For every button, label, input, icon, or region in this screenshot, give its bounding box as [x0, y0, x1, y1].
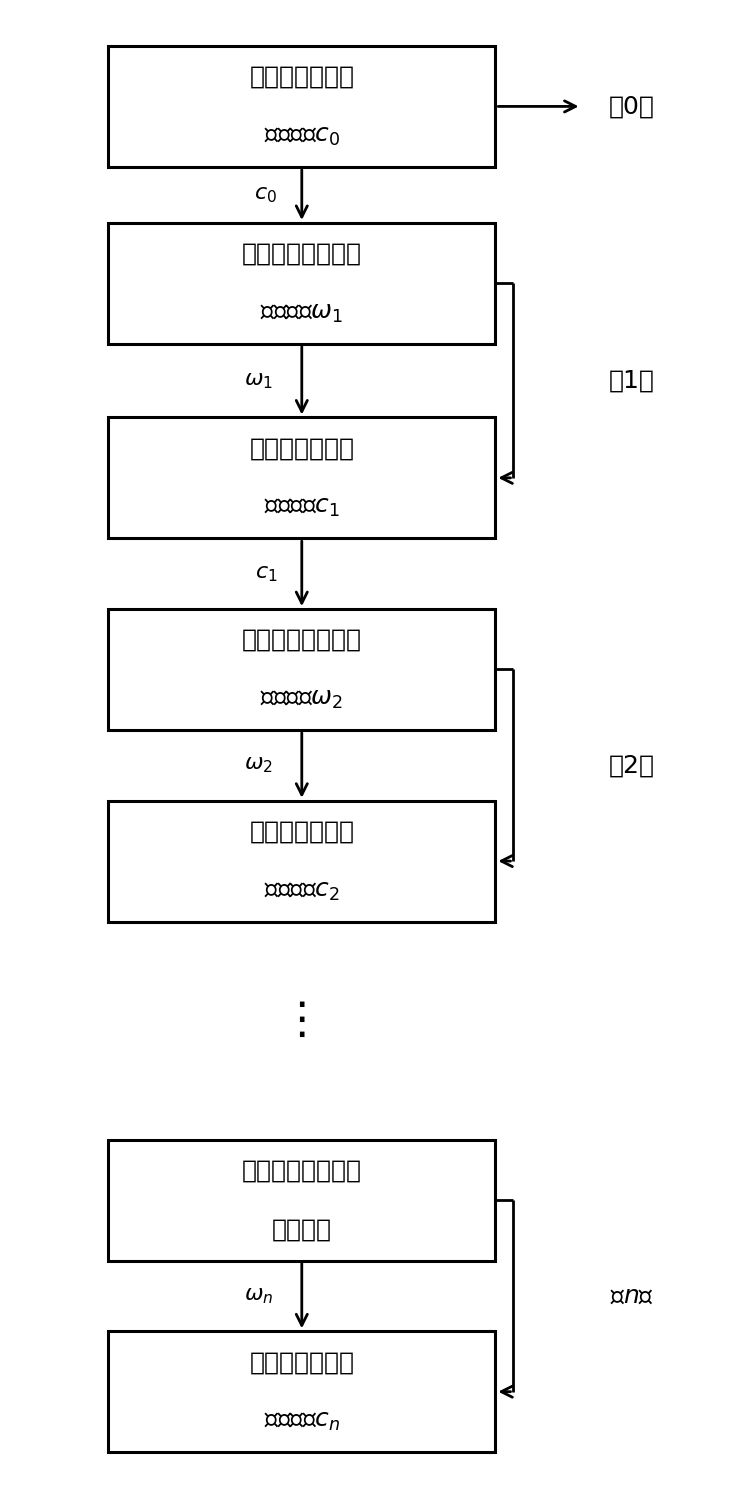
Text: 电动汽车用户负荷: 电动汽车用户负荷 [242, 629, 362, 651]
Text: 电动汽车用户负荷: 电动汽车用户负荷 [242, 242, 362, 266]
Text: 价格策略$c_0$: 价格策略$c_0$ [264, 123, 340, 147]
FancyBboxPatch shape [108, 800, 495, 922]
FancyBboxPatch shape [108, 1331, 495, 1453]
Text: 电动汽车充电站: 电动汽车充电站 [249, 820, 354, 844]
Text: $c_0$: $c_0$ [255, 185, 277, 205]
Text: $\omega_1$: $\omega_1$ [244, 370, 273, 391]
Text: 响应策略: 响应策略 [272, 1218, 332, 1241]
Text: ⋮: ⋮ [279, 999, 324, 1042]
FancyBboxPatch shape [108, 47, 495, 167]
Text: $\omega_n$: $\omega_n$ [244, 1286, 273, 1305]
Text: 第0轮: 第0轮 [609, 95, 654, 119]
Text: 价格策略$c_1$: 价格策略$c_1$ [264, 495, 340, 519]
FancyBboxPatch shape [108, 223, 495, 344]
Text: 响应策略$\omega_1$: 响应策略$\omega_1$ [260, 301, 344, 325]
Text: 电动汽车充电站: 电动汽车充电站 [249, 65, 354, 89]
FancyBboxPatch shape [108, 1140, 495, 1260]
Text: 电动汽车充电站: 电动汽车充电站 [249, 436, 354, 460]
Text: 电动汽车充电站: 电动汽车充电站 [249, 1351, 354, 1375]
Text: $c_1$: $c_1$ [255, 564, 277, 584]
Text: 响应策略$\omega_2$: 响应策略$\omega_2$ [261, 687, 343, 711]
FancyBboxPatch shape [108, 418, 495, 538]
Text: 第1轮: 第1轮 [609, 368, 654, 393]
FancyBboxPatch shape [108, 609, 495, 729]
Text: $\omega_2$: $\omega_2$ [244, 755, 273, 775]
Text: 电动汽车用户负荷: 电动汽车用户负荷 [242, 1158, 362, 1182]
Text: 价格策略$c_2$: 价格策略$c_2$ [264, 878, 340, 902]
Text: 第2轮: 第2轮 [609, 754, 654, 778]
Text: 价格策略$c_n$: 价格策略$c_n$ [264, 1409, 340, 1433]
Text: 第$n$轮: 第$n$轮 [610, 1284, 654, 1308]
